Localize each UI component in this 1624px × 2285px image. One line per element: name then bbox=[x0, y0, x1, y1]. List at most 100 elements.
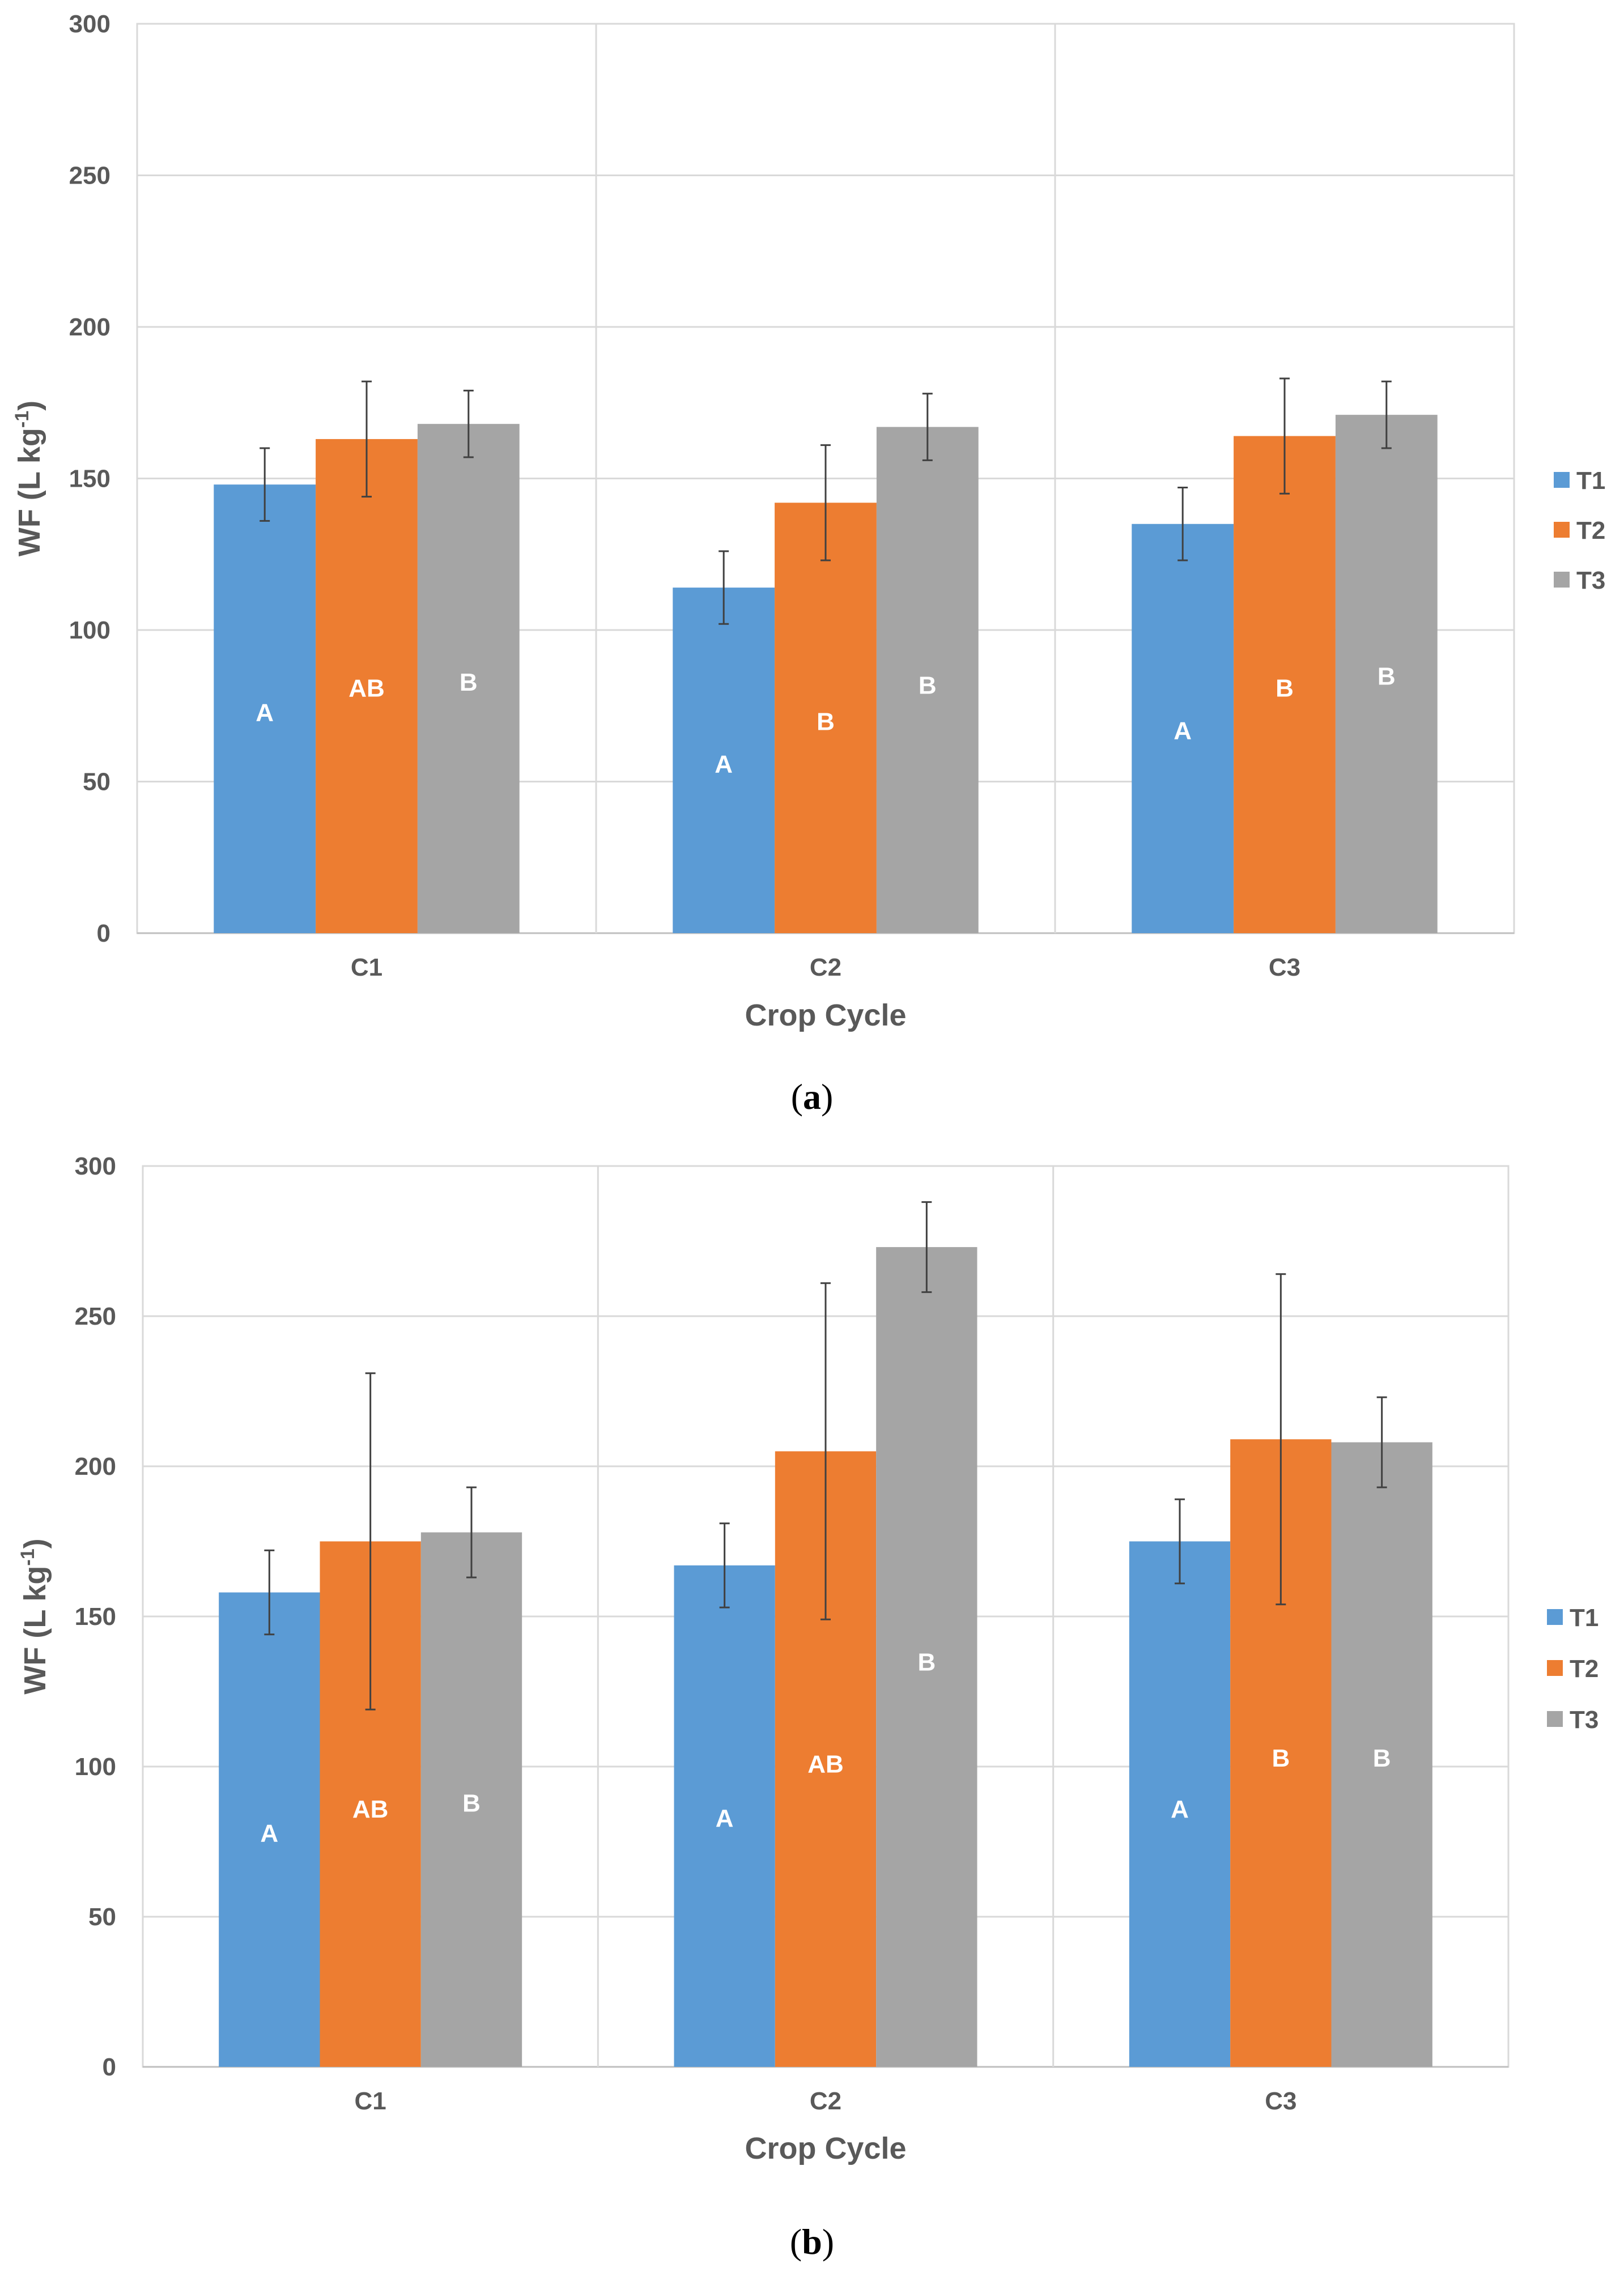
chart-panel-a: 0 50 100 150 200 250 300 A AB B C1 A B B C2 A B B C3 Crop C… bbox=[0, 0, 1624, 1142]
legend-label-b-t1: T1 bbox=[1570, 1604, 1599, 1632]
bar-b-c1-t3 bbox=[420, 1532, 522, 2067]
panel-label-a: a bbox=[803, 1076, 821, 1117]
error-bar-a-c1-t1 bbox=[260, 447, 270, 522]
error-bar-b-c2-t1 bbox=[719, 1522, 730, 1609]
error-bar-a-c3-t2 bbox=[1279, 377, 1290, 495]
y-axis-title-b: WF (L kg-1) bbox=[17, 1538, 52, 1694]
bar-a-c3-t2 bbox=[1234, 436, 1336, 933]
chart-panel-b: 0 50 100 150 200 250 300 A AB B C1 A AB B C2 A B B C3 Crop … bbox=[0, 1142, 1624, 2285]
y-axis-title-sup-b: -1 bbox=[17, 1548, 39, 1565]
y-tick-b-300: 300 bbox=[75, 1152, 116, 1180]
y-axis-title-main-a: WF (L kg bbox=[12, 428, 46, 556]
bar-a-c3-t1 bbox=[1132, 524, 1234, 933]
significance-label-b-c2-t3: B bbox=[917, 1649, 936, 1676]
bar-b-c2-t3 bbox=[876, 1247, 977, 2067]
legend-label-a-t3: T3 bbox=[1576, 567, 1605, 594]
legend-label-a-t2: T2 bbox=[1576, 517, 1605, 544]
significance-label-a-c3-t2: B bbox=[1276, 675, 1294, 703]
x-tick-a-c1: C1 bbox=[351, 954, 382, 981]
y-tick-b-150: 150 bbox=[75, 1603, 116, 1631]
significance-label-b-c1-t2: AB bbox=[352, 1795, 389, 1823]
error-bar-b-c1-t2 bbox=[365, 1372, 376, 1710]
bar-b-c2-t1 bbox=[674, 1565, 775, 2067]
significance-label-a-c3-t3: B bbox=[1378, 662, 1396, 690]
error-bar-b-c3-t2 bbox=[1276, 1273, 1286, 1606]
significance-label-b-c3-t3: B bbox=[1373, 1744, 1391, 1772]
legend-label-b-t2: T2 bbox=[1570, 1655, 1599, 1683]
y-axis-title-sup-a: -1 bbox=[11, 411, 33, 428]
panel-caption-a: (a) bbox=[791, 1076, 834, 1117]
error-bar-b-c3-t1 bbox=[1174, 1498, 1185, 1585]
significance-label-a-c2-t1: A bbox=[715, 750, 733, 778]
bar-a-c1-t2 bbox=[316, 439, 418, 933]
error-bar-a-c3-t3 bbox=[1381, 380, 1392, 449]
bar-b-c3-t1 bbox=[1129, 1541, 1231, 2067]
bar-a-c1-t1 bbox=[214, 484, 316, 933]
error-bar-a-c1-t2 bbox=[362, 380, 372, 498]
y-tick-a-100: 100 bbox=[69, 616, 110, 644]
bar-a-c2-t2 bbox=[775, 503, 877, 933]
y-tick-b-250: 250 bbox=[75, 1303, 116, 1330]
y-tick-a-200: 200 bbox=[69, 313, 110, 341]
significance-label-a-c1-t1: A bbox=[256, 699, 274, 726]
error-bar-a-c3-t1 bbox=[1177, 487, 1188, 561]
legend-swatch-a-t3 bbox=[1554, 572, 1570, 588]
bar-a-c1-t3 bbox=[417, 424, 520, 933]
error-bar-b-c1-t3 bbox=[466, 1486, 477, 1578]
x-axis-title-a: Crop Cycle bbox=[745, 998, 906, 1032]
y-tick-a-50: 50 bbox=[83, 768, 110, 796]
y-tick-a-300: 300 bbox=[69, 10, 110, 38]
error-bar-a-c2-t2 bbox=[820, 444, 831, 561]
x-tick-a-c3: C3 bbox=[1269, 954, 1300, 981]
bar-b-c3-t3 bbox=[1331, 1442, 1432, 2067]
error-bar-b-c3-t3 bbox=[1376, 1396, 1387, 1488]
y-axis-title-main-b: WF (L kg bbox=[18, 1566, 52, 1695]
y-tick-b-200: 200 bbox=[75, 1453, 116, 1480]
legend-swatch-b-t1 bbox=[1547, 1609, 1563, 1625]
error-bar-b-c1-t1 bbox=[264, 1549, 275, 1636]
panel-caption-b: (b) bbox=[790, 2222, 834, 2262]
y-tick-b-0: 0 bbox=[103, 2053, 116, 2081]
y-tick-b-50: 50 bbox=[88, 1903, 116, 1931]
error-bar-b-c2-t3 bbox=[921, 1201, 932, 1293]
significance-label-a-c3-t1: A bbox=[1174, 717, 1192, 745]
y-axis-title-end-b: ) bbox=[18, 1538, 52, 1548]
y-tick-a-150: 150 bbox=[69, 465, 110, 493]
significance-label-a-c1-t2: AB bbox=[348, 675, 385, 703]
y-tick-a-250: 250 bbox=[69, 162, 110, 190]
bar-a-c2-t3 bbox=[876, 427, 979, 933]
y-tick-b-100: 100 bbox=[75, 1753, 116, 1781]
x-tick-b-c3: C3 bbox=[1265, 2087, 1296, 2115]
x-tick-a-c2: C2 bbox=[810, 954, 841, 981]
legend-label-b-t3: T3 bbox=[1570, 1706, 1599, 1734]
panel-label-b: b bbox=[802, 2222, 822, 2262]
significance-label-b-c1-t1: A bbox=[260, 1820, 278, 1848]
x-tick-b-c1: C1 bbox=[355, 2087, 386, 2115]
significance-label-a-c2-t3: B bbox=[919, 671, 937, 699]
x-axis-title-b: Crop Cycle bbox=[745, 2131, 906, 2165]
legend-swatch-b-t3 bbox=[1547, 1711, 1563, 1727]
error-bar-b-c2-t2 bbox=[820, 1282, 831, 1620]
y-axis-title-end-a: ) bbox=[12, 401, 46, 411]
significance-label-b-c3-t2: B bbox=[1272, 1744, 1290, 1772]
legend-label-a-t1: T1 bbox=[1576, 467, 1605, 495]
bar-a-c2-t1 bbox=[673, 588, 775, 933]
error-bar-a-c2-t3 bbox=[922, 393, 933, 461]
bar-b-c1-t1 bbox=[219, 1592, 320, 2067]
legend-swatch-b-t2 bbox=[1547, 1660, 1563, 1676]
significance-label-b-c3-t1: A bbox=[1171, 1795, 1189, 1823]
significance-label-b-c2-t1: A bbox=[716, 1805, 734, 1832]
y-axis-title-a: WF (L kg-1) bbox=[11, 401, 46, 556]
x-tick-b-c2: C2 bbox=[810, 2087, 841, 2115]
significance-label-b-c1-t3: B bbox=[462, 1790, 481, 1818]
error-bar-a-c1-t3 bbox=[463, 389, 474, 458]
significance-label-a-c2-t2: B bbox=[817, 708, 835, 736]
legend-swatch-a-t2 bbox=[1554, 522, 1570, 538]
significance-label-b-c2-t2: AB bbox=[807, 1751, 844, 1778]
legend-swatch-a-t1 bbox=[1554, 472, 1570, 488]
significance-label-a-c1-t3: B bbox=[460, 669, 478, 696]
bar-a-c3-t3 bbox=[1335, 415, 1438, 933]
error-bar-a-c2-t1 bbox=[719, 550, 729, 625]
